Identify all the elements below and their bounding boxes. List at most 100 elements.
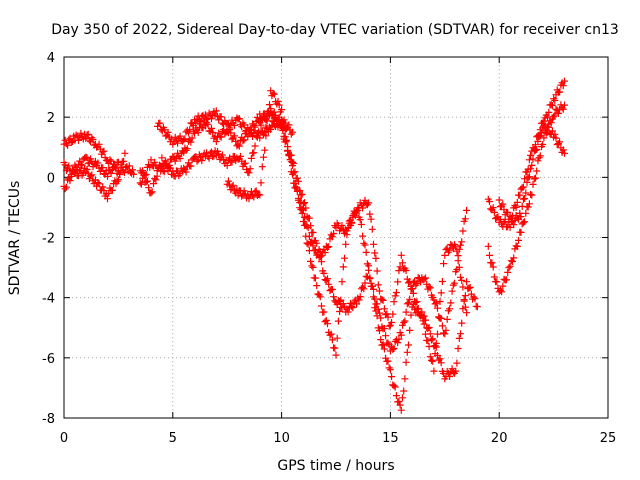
data-point <box>470 293 478 301</box>
data-point <box>441 251 449 259</box>
data-point <box>83 154 91 162</box>
data-point <box>400 387 408 395</box>
data-point <box>527 151 535 159</box>
data-point <box>209 129 217 136</box>
data-point <box>412 281 420 289</box>
data-point <box>376 327 383 335</box>
data-point <box>99 183 107 191</box>
data-point <box>156 161 163 169</box>
data-point <box>380 305 388 313</box>
data-point <box>299 218 307 225</box>
data-point <box>309 263 317 271</box>
data-point <box>402 358 410 366</box>
data-point <box>545 108 553 116</box>
data-point <box>83 165 91 173</box>
data-point <box>82 134 90 142</box>
data-point <box>390 298 398 306</box>
data-point <box>436 298 444 305</box>
data-point <box>397 406 405 414</box>
data-point <box>463 206 471 214</box>
data-point <box>388 319 396 326</box>
data-point <box>435 313 443 321</box>
data-point <box>339 263 347 271</box>
x-tick-label: 20 <box>491 431 508 446</box>
data-point <box>104 172 111 180</box>
data-point <box>285 150 293 158</box>
data-point <box>428 356 435 364</box>
data-point <box>499 200 507 208</box>
data-point <box>552 134 560 142</box>
data-point <box>256 134 264 142</box>
data-point <box>330 230 338 237</box>
data-point <box>438 322 446 330</box>
data-point <box>343 231 351 239</box>
data-point <box>525 173 533 181</box>
data-point <box>436 355 444 363</box>
data-point <box>457 273 464 281</box>
data-point <box>113 177 121 185</box>
data-point <box>362 248 370 256</box>
data-point <box>187 138 195 146</box>
data-point <box>432 299 440 307</box>
data-point <box>295 177 302 185</box>
data-point <box>493 214 501 222</box>
data-point <box>272 111 280 119</box>
data-point <box>402 267 410 274</box>
data-point <box>414 305 422 312</box>
data-point <box>536 126 544 134</box>
data-point <box>164 128 172 136</box>
data-point <box>348 303 356 311</box>
data-point <box>551 111 559 119</box>
data-point <box>325 243 333 251</box>
data-point <box>440 260 448 268</box>
data-point <box>106 156 114 164</box>
data-point <box>107 170 115 177</box>
data-point <box>237 152 244 160</box>
data-point <box>554 109 562 117</box>
data-point <box>397 251 405 259</box>
data-point <box>95 140 103 148</box>
data-point <box>249 133 257 140</box>
data-point <box>513 198 521 206</box>
chart-title: Day 350 of 2022, Sidereal Day-to-day VTE… <box>51 22 619 38</box>
data-point <box>353 300 361 308</box>
data-point <box>384 339 392 347</box>
data-point <box>367 279 375 287</box>
data-point <box>272 123 280 130</box>
data-point <box>341 254 348 262</box>
data-point <box>257 121 265 129</box>
data-point <box>266 101 273 109</box>
data-point <box>197 117 205 125</box>
data-point <box>524 174 532 182</box>
data-point <box>394 339 402 347</box>
data-point <box>305 214 313 222</box>
data-point <box>460 296 468 304</box>
series-trace-j <box>495 117 568 223</box>
data-point <box>185 129 192 137</box>
grid <box>64 57 608 418</box>
data-point <box>550 113 558 121</box>
data-point <box>486 198 493 205</box>
data-point <box>402 308 410 316</box>
data-point <box>395 335 403 343</box>
data-point <box>257 179 265 187</box>
data-point <box>309 228 317 236</box>
data-point <box>94 159 102 167</box>
data-point <box>377 336 385 344</box>
data-point <box>454 252 462 260</box>
data-point <box>418 311 426 319</box>
data-point <box>457 241 464 249</box>
data-point <box>281 126 289 134</box>
data-point <box>311 246 319 254</box>
data-point <box>534 157 542 165</box>
data-point <box>180 136 188 144</box>
data-point <box>324 275 331 283</box>
data-points <box>60 77 568 414</box>
data-point <box>405 341 412 349</box>
data-point <box>366 274 374 282</box>
x-tick-label: 5 <box>169 431 177 446</box>
series-trace-g <box>223 87 471 375</box>
data-point <box>187 162 195 170</box>
data-point <box>373 312 381 320</box>
data-point <box>519 195 527 203</box>
